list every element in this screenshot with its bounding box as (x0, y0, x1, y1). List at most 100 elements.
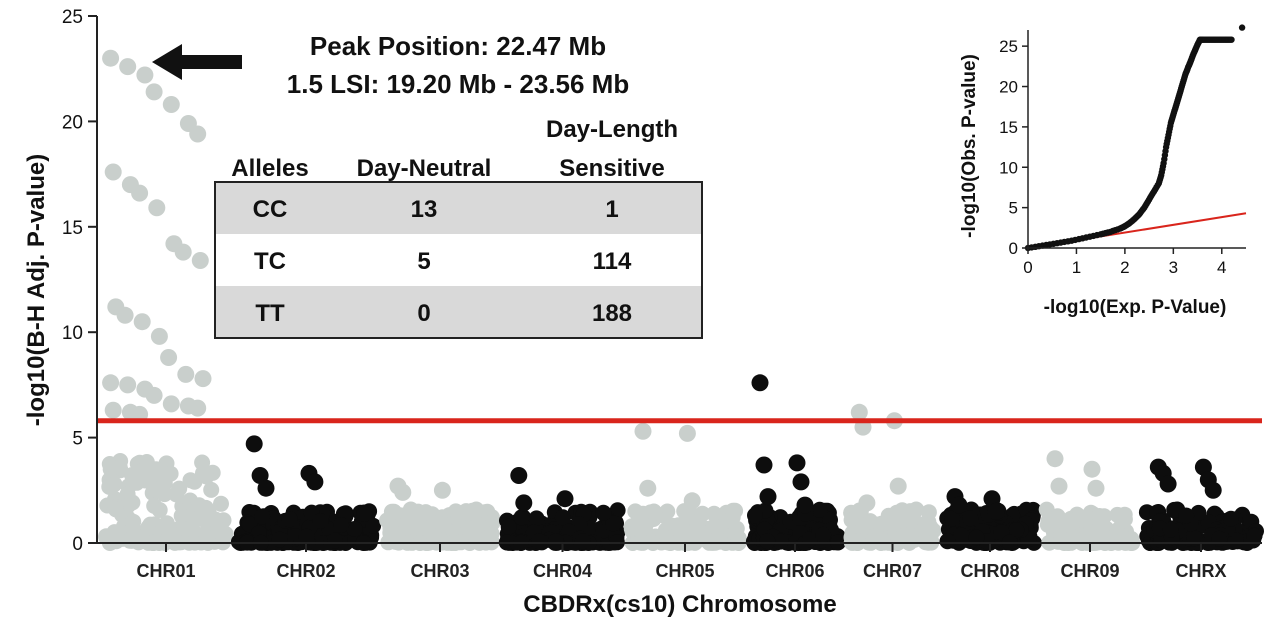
qq-y-axis-ticks: 0 5 10 15 20 25 (999, 37, 1028, 258)
qq-y-tick-label: 15 (999, 118, 1018, 137)
qq-y-tick-label: 10 (999, 158, 1018, 177)
data-point (605, 515, 622, 532)
table-header-day-length: Day-Length (546, 116, 678, 143)
data-point (216, 527, 233, 544)
data-point (1065, 529, 1081, 545)
data-point (191, 497, 208, 514)
data-point (111, 459, 128, 476)
data-point (104, 401, 122, 419)
data-point (116, 306, 134, 324)
data-point (634, 422, 652, 440)
data-point (815, 526, 832, 543)
qq-points (1024, 24, 1246, 252)
data-point (917, 517, 934, 534)
data-point (1211, 530, 1228, 547)
data-point (198, 529, 215, 546)
table-cell-sensitive: 114 (593, 248, 632, 275)
table-cell-allele: TC (254, 248, 286, 275)
data-point (659, 503, 676, 520)
data-point (177, 365, 195, 383)
data-point (162, 96, 180, 113)
x-tick-label: CHR07 (863, 561, 922, 581)
data-point (683, 492, 701, 510)
data-point (1083, 460, 1101, 478)
data-point (547, 533, 564, 550)
x-tick-label: CHR09 (1060, 561, 1119, 581)
data-point (327, 532, 343, 549)
data-point (435, 516, 452, 533)
data-point (394, 483, 412, 501)
y-tick-label: 15 (62, 218, 83, 239)
data-point (772, 533, 789, 550)
data-point (106, 476, 123, 493)
y-axis-label: -log10(B-H Adj. P-value) (23, 154, 50, 426)
data-point (500, 518, 517, 535)
data-point (194, 454, 211, 471)
qq-x-tick-label: 2 (1120, 258, 1129, 277)
peak-position-label: Peak Position: 22.47 Mb (310, 31, 606, 61)
data-point (151, 502, 168, 518)
table-cell-allele: CC (253, 196, 288, 223)
table-row-background (215, 182, 702, 234)
data-point (470, 517, 487, 533)
x-tick-label: CHR06 (765, 561, 824, 581)
data-point (678, 424, 696, 442)
x-tick-label: CHR05 (655, 561, 714, 581)
table-row-background (215, 286, 702, 338)
table-cell-allele: TT (255, 300, 285, 327)
data-point (483, 509, 500, 526)
data-point (1085, 529, 1102, 546)
data-point (1046, 510, 1063, 527)
data-point (203, 481, 220, 498)
qq-point (1228, 36, 1235, 43)
data-point (637, 517, 654, 534)
data-point (198, 468, 215, 485)
table-cell-day-neutral: 13 (411, 196, 438, 223)
qq-x-tick-label: 4 (1217, 258, 1226, 277)
main-axes (96, 16, 1262, 544)
data-point (102, 374, 120, 392)
data-point (388, 526, 405, 543)
qq-y-tick-label: 20 (999, 78, 1018, 97)
y-tick-label: 25 (62, 7, 83, 28)
data-point (119, 376, 137, 394)
y-tick-label: 0 (72, 534, 83, 555)
data-point (1046, 450, 1064, 468)
data-point (689, 517, 706, 534)
data-point (346, 521, 363, 537)
data-point (699, 532, 716, 549)
data-point (119, 58, 137, 76)
data-point (944, 510, 961, 527)
data-point (150, 327, 168, 345)
table-row-background (215, 234, 702, 286)
data-point (119, 497, 136, 514)
table-cell-sensitive: 1 (605, 196, 618, 223)
data-point (168, 486, 185, 503)
qq-x-axis-ticks: 0 1 2 3 4 (1023, 248, 1227, 277)
table-cell-day-neutral: 5 (417, 248, 430, 275)
data-point (953, 527, 970, 544)
y-tick-label: 20 (62, 112, 83, 133)
data-point (889, 477, 907, 495)
data-point (145, 83, 163, 101)
data-point (356, 506, 373, 522)
data-point (759, 488, 777, 506)
data-point (107, 501, 124, 518)
data-point (903, 506, 920, 523)
data-point (1246, 527, 1263, 544)
data-point (119, 486, 136, 503)
data-point (531, 533, 548, 550)
table-header-sensitive: Sensitive (559, 155, 664, 182)
data-point (1227, 532, 1244, 549)
x-axis-ticks: CHR01 CHR02 CHR03 CHR04 CHR05 CHR06 CHR07 CHR08… (136, 543, 1227, 581)
data-point (251, 467, 269, 484)
data-point (174, 243, 192, 261)
data-point (510, 467, 528, 484)
data-point (194, 370, 212, 388)
data-point (1113, 533, 1130, 550)
data-point (950, 496, 968, 514)
qq-inset: 0 5 10 15 20 25 0 1 2 3 4 -log10(Exp. P-Value) -l… (959, 24, 1247, 318)
data-point (207, 511, 224, 528)
data-point (148, 199, 166, 217)
data-point (98, 529, 115, 545)
